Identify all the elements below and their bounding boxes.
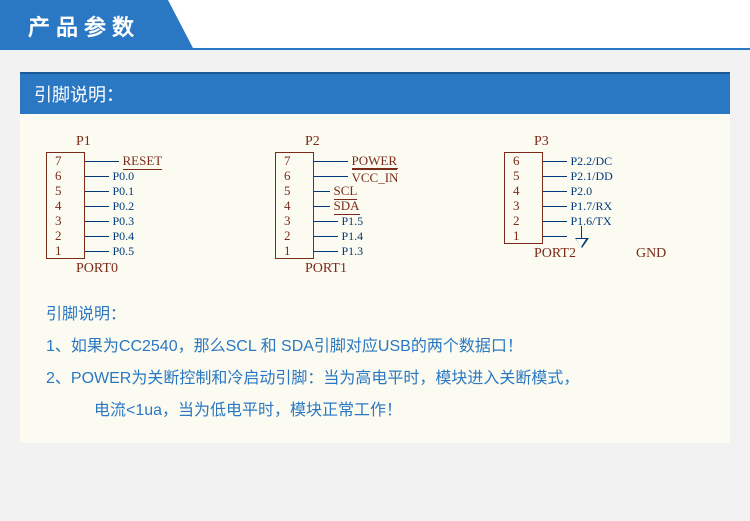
pin-line: P0.1: [85, 184, 163, 199]
desc-line-2b: 电流<1ua，当为低电平时，模块正常工作！: [46, 395, 704, 427]
port-p3-footer: PORT2: [534, 246, 576, 262]
pin-num: 2: [47, 228, 84, 243]
pin-label: P2.2/DC: [571, 154, 613, 169]
pin-line: P0.5: [85, 244, 163, 259]
pin-num: 4: [276, 198, 313, 213]
schematic-row: P1 7 6 5 4 3 2 1 RESET P0.0 P0.1: [46, 134, 704, 277]
pin-line: P1.7/RX: [543, 199, 613, 214]
pin-line: SCL: [314, 184, 399, 199]
port-p3: P3 6 5 4 3 2 1 P2.2/DC P2.1/DD P2.0 P1: [504, 134, 704, 277]
pin-num: 3: [276, 213, 313, 228]
pin-label: P2.1/DD: [571, 169, 613, 184]
pin-num: 5: [505, 168, 542, 183]
pin-line: P1.3: [314, 244, 399, 259]
description: 引脚说明： 1、如果为CC2540，那么SCL 和 SDA引脚对应USB的两个数…: [46, 299, 704, 427]
port-p3-header: P3: [534, 134, 704, 150]
port-p2-footer: PORT1: [305, 261, 475, 277]
pin-label: P1.7/RX: [571, 199, 613, 214]
pin-line: P0.2: [85, 199, 163, 214]
pin-num: 3: [47, 213, 84, 228]
net-label: VCC_IN: [352, 168, 399, 186]
pin-num: 7: [47, 153, 84, 168]
pin-num: 5: [276, 183, 313, 198]
pin-label: P0.2: [113, 199, 135, 214]
port-p3-pinbox: 6 5 4 3 2 1: [504, 152, 543, 244]
desc-title: 引脚说明：: [46, 299, 704, 331]
net-label: SDA: [334, 198, 360, 215]
pin-label: P1.3: [342, 244, 364, 259]
pin-num: 3: [505, 198, 542, 213]
pin-line: [543, 229, 613, 244]
port-p1-lines: RESET P0.0 P0.1 P0.2 P0.3 P0.4 P0.5: [85, 152, 163, 259]
port-p2-header: P2: [305, 134, 475, 150]
pin-num: 1: [276, 243, 313, 258]
pin-line: P1.5: [314, 214, 399, 229]
pin-num: 2: [276, 228, 313, 243]
pin-label: P0.4: [113, 229, 135, 244]
port-p3-lines: P2.2/DC P2.1/DD P2.0 P1.7/RX P1.6/TX: [543, 152, 613, 244]
section: 引脚说明： P1 7 6 5 4 3 2 1 RESET: [0, 50, 750, 443]
pin-num: 6: [47, 168, 84, 183]
pin-line: P0.4: [85, 229, 163, 244]
subheader-title: 引脚说明：: [20, 72, 730, 114]
pin-line: P0.3: [85, 214, 163, 229]
port-p1-pinbox: 7 6 5 4 3 2 1: [46, 152, 85, 259]
pin-num: 5: [47, 183, 84, 198]
pin-line: P2.0: [543, 184, 613, 199]
pin-num: 6: [505, 153, 542, 168]
port-p1-header: P1: [76, 134, 246, 150]
pin-num: 4: [505, 183, 542, 198]
pin-line: RESET: [85, 154, 163, 169]
port-p1: P1 7 6 5 4 3 2 1 RESET P0.0 P0.1: [46, 134, 246, 277]
port-p2: P2 7 6 5 4 3 2 1 POWER VCC_IN SCL: [275, 134, 475, 277]
pin-line: P0.0: [85, 169, 163, 184]
pin-label: P2.0: [571, 184, 593, 199]
pin-label: P0.3: [113, 214, 135, 229]
pin-line: P2.1/DD: [543, 169, 613, 184]
gnd-label: GND: [636, 246, 666, 262]
desc-line-1: 1、如果为CC2540，那么SCL 和 SDA引脚对应USB的两个数据口！: [46, 331, 704, 363]
pin-num: 6: [276, 168, 313, 183]
content-box: P1 7 6 5 4 3 2 1 RESET P0.0 P0.1: [20, 114, 730, 443]
pin-label: P1.4: [342, 229, 364, 244]
pin-num: 4: [47, 198, 84, 213]
net-label: RESET: [123, 153, 163, 170]
port-p2-pinbox: 7 6 5 4 3 2 1: [275, 152, 314, 259]
pin-label: P1.5: [342, 214, 364, 229]
header-bar: 产品参数: [0, 0, 750, 50]
pin-num: 1: [47, 243, 84, 258]
pin-num: 2: [505, 213, 542, 228]
desc-line-2a: 2、POWER为关断控制和冷启动引脚：当为高电平时，模块进入关断模式，: [46, 363, 704, 395]
pin-line: VCC_IN: [314, 169, 399, 184]
pin-num: 7: [276, 153, 313, 168]
pin-line: SDA: [314, 199, 399, 214]
port-p1-footer: PORT0: [76, 261, 246, 277]
pin-label: P0.1: [113, 184, 135, 199]
pin-label: P0.5: [113, 244, 135, 259]
pin-label: P0.0: [113, 169, 135, 184]
header-title: 产品参数: [0, 0, 168, 48]
gnd-icon: [575, 226, 589, 248]
pin-num: 1: [505, 228, 542, 243]
pin-line: P2.2/DC: [543, 154, 613, 169]
port-p2-lines: POWER VCC_IN SCL SDA P1.5 P1.4 P1.3: [314, 152, 399, 259]
pin-line: P1.4: [314, 229, 399, 244]
